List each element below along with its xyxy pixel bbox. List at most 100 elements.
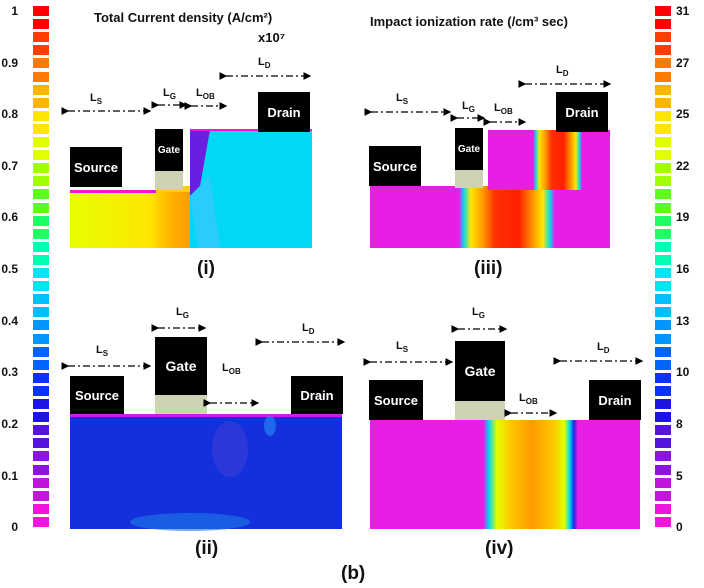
panel-ii-ls-label: LS <box>96 344 109 359</box>
colorbar-segment <box>33 490 49 501</box>
panel-iii-gate-oxide <box>455 170 483 188</box>
panel-iv-lob-label: LOB <box>519 392 538 407</box>
colorbar-segment <box>33 438 49 449</box>
panel-iv-label: (iv) <box>485 538 514 559</box>
colorbar-segment <box>655 123 671 134</box>
colorbar-segment <box>655 97 671 108</box>
colorbar-tick-label: 0.7 <box>1 158 18 173</box>
colorbar-segment <box>33 254 49 265</box>
colorbar-segment <box>655 425 671 436</box>
colorbar-segment <box>33 110 49 121</box>
panel-ii-label: (ii) <box>195 538 219 559</box>
colorbar-segment <box>655 19 671 30</box>
colorbar-tick-label: 16 <box>676 262 690 277</box>
colorbar-segment <box>655 359 671 370</box>
colorbar-segment <box>33 202 49 213</box>
panel-iii-gate: Gate <box>455 128 483 170</box>
panel-iv-gate-oxide <box>455 401 505 420</box>
colorbar-segment <box>655 333 671 344</box>
colorbar-segment <box>655 189 671 200</box>
panel-iv-ls-label: LS <box>396 340 409 355</box>
colorbar-segment <box>33 359 49 370</box>
panel-iii-ld-label: LD <box>556 64 569 79</box>
colorbar-tick-label: 0.9 <box>1 55 18 70</box>
colorbar-segment <box>655 412 671 423</box>
panel-ii-source: Source <box>70 376 124 414</box>
colorbar-segment <box>33 71 49 82</box>
panel-i-drain: Drain <box>258 92 310 132</box>
panel-ii-lob-label: LOB <box>222 362 241 377</box>
panel-ii-gate: Gate <box>155 337 207 395</box>
colorbar-segment <box>33 412 49 423</box>
colorbar-segment <box>655 451 671 462</box>
colorbar-segment <box>33 372 49 383</box>
colorbar-tick-label: 13 <box>676 313 690 328</box>
colorbar-tick-label: 25 <box>676 107 690 122</box>
colorbar-segment <box>33 307 49 318</box>
colorbar-tick-label: 19 <box>676 210 690 225</box>
panel-i-source: Source <box>70 147 122 187</box>
colorbar-segment <box>655 32 671 43</box>
colorbar-segment <box>33 45 49 56</box>
panel-iii-lob-label: LOB <box>494 102 513 117</box>
colorbar-segment <box>33 333 49 344</box>
colorbar-segment <box>33 503 49 514</box>
colorbar-segment <box>655 6 671 17</box>
panel-ii-channel <box>70 414 342 531</box>
colorbar-segment <box>33 32 49 43</box>
panel-iii-lg-label: LG <box>462 100 475 115</box>
colorbar-tick-label: 0.5 <box>1 262 18 277</box>
colorbar-segment <box>655 281 671 292</box>
panel-i-lg-label: LG <box>163 87 176 102</box>
panel-i-label: (i) <box>197 258 215 279</box>
colorbar-segment <box>655 241 671 252</box>
panel-iii-drain: Drain <box>556 92 608 132</box>
colorbar-segment <box>33 123 49 134</box>
colorbar-segment <box>33 516 49 527</box>
colorbar-segment <box>655 150 671 161</box>
colorbar-tick-label: 0 <box>676 520 683 535</box>
colorbar-tick-label: 0.6 <box>1 210 18 225</box>
colorbar-segment <box>33 477 49 488</box>
panel-i-ls-label: LS <box>90 92 103 107</box>
right-colorbar <box>655 6 671 530</box>
colorbar-segment <box>33 268 49 279</box>
colorbar-segment <box>33 281 49 292</box>
colorbar-segment <box>33 385 49 396</box>
panel-i-gate-oxide <box>155 171 183 189</box>
colorbar-segment <box>33 163 49 174</box>
colorbar-segment <box>33 464 49 475</box>
colorbar-segment <box>655 228 671 239</box>
colorbar-tick-label: 0.4 <box>1 313 18 328</box>
colorbar-tick-label: 27 <box>676 55 690 70</box>
colorbar-segment <box>655 372 671 383</box>
colorbar-segment <box>655 71 671 82</box>
panel-ii-ld-label: LD <box>302 322 315 337</box>
colorbar-tick-label: 0.2 <box>1 416 18 431</box>
colorbar-segment <box>655 202 671 213</box>
colorbar-segment <box>33 241 49 252</box>
colorbar-segment <box>33 320 49 331</box>
colorbar-segment <box>655 176 671 187</box>
colorbar-segment <box>33 19 49 30</box>
colorbar-segment <box>655 294 671 305</box>
colorbar-segment <box>655 516 671 527</box>
panel-i-lob-label: LOB <box>196 87 215 102</box>
colorbar-segment <box>655 346 671 357</box>
colorbar-segment <box>33 137 49 148</box>
colorbar-segment <box>33 176 49 187</box>
colorbar-segment <box>655 307 671 318</box>
current-density-title: Total Current density (A/cm²) <box>94 10 273 25</box>
panel-iii-label: (iii) <box>474 258 503 279</box>
colorbar-segment <box>655 385 671 396</box>
colorbar-segment <box>655 254 671 265</box>
colorbar-segment <box>33 346 49 357</box>
colorbar-segment <box>655 268 671 279</box>
colorbar-segment <box>33 425 49 436</box>
colorbar-segment <box>33 294 49 305</box>
colorbar-tick-label: 10 <box>676 365 690 380</box>
current-density-multiplier: x10⁷ <box>258 30 286 45</box>
colorbar-segment <box>655 477 671 488</box>
colorbar-segment <box>33 150 49 161</box>
